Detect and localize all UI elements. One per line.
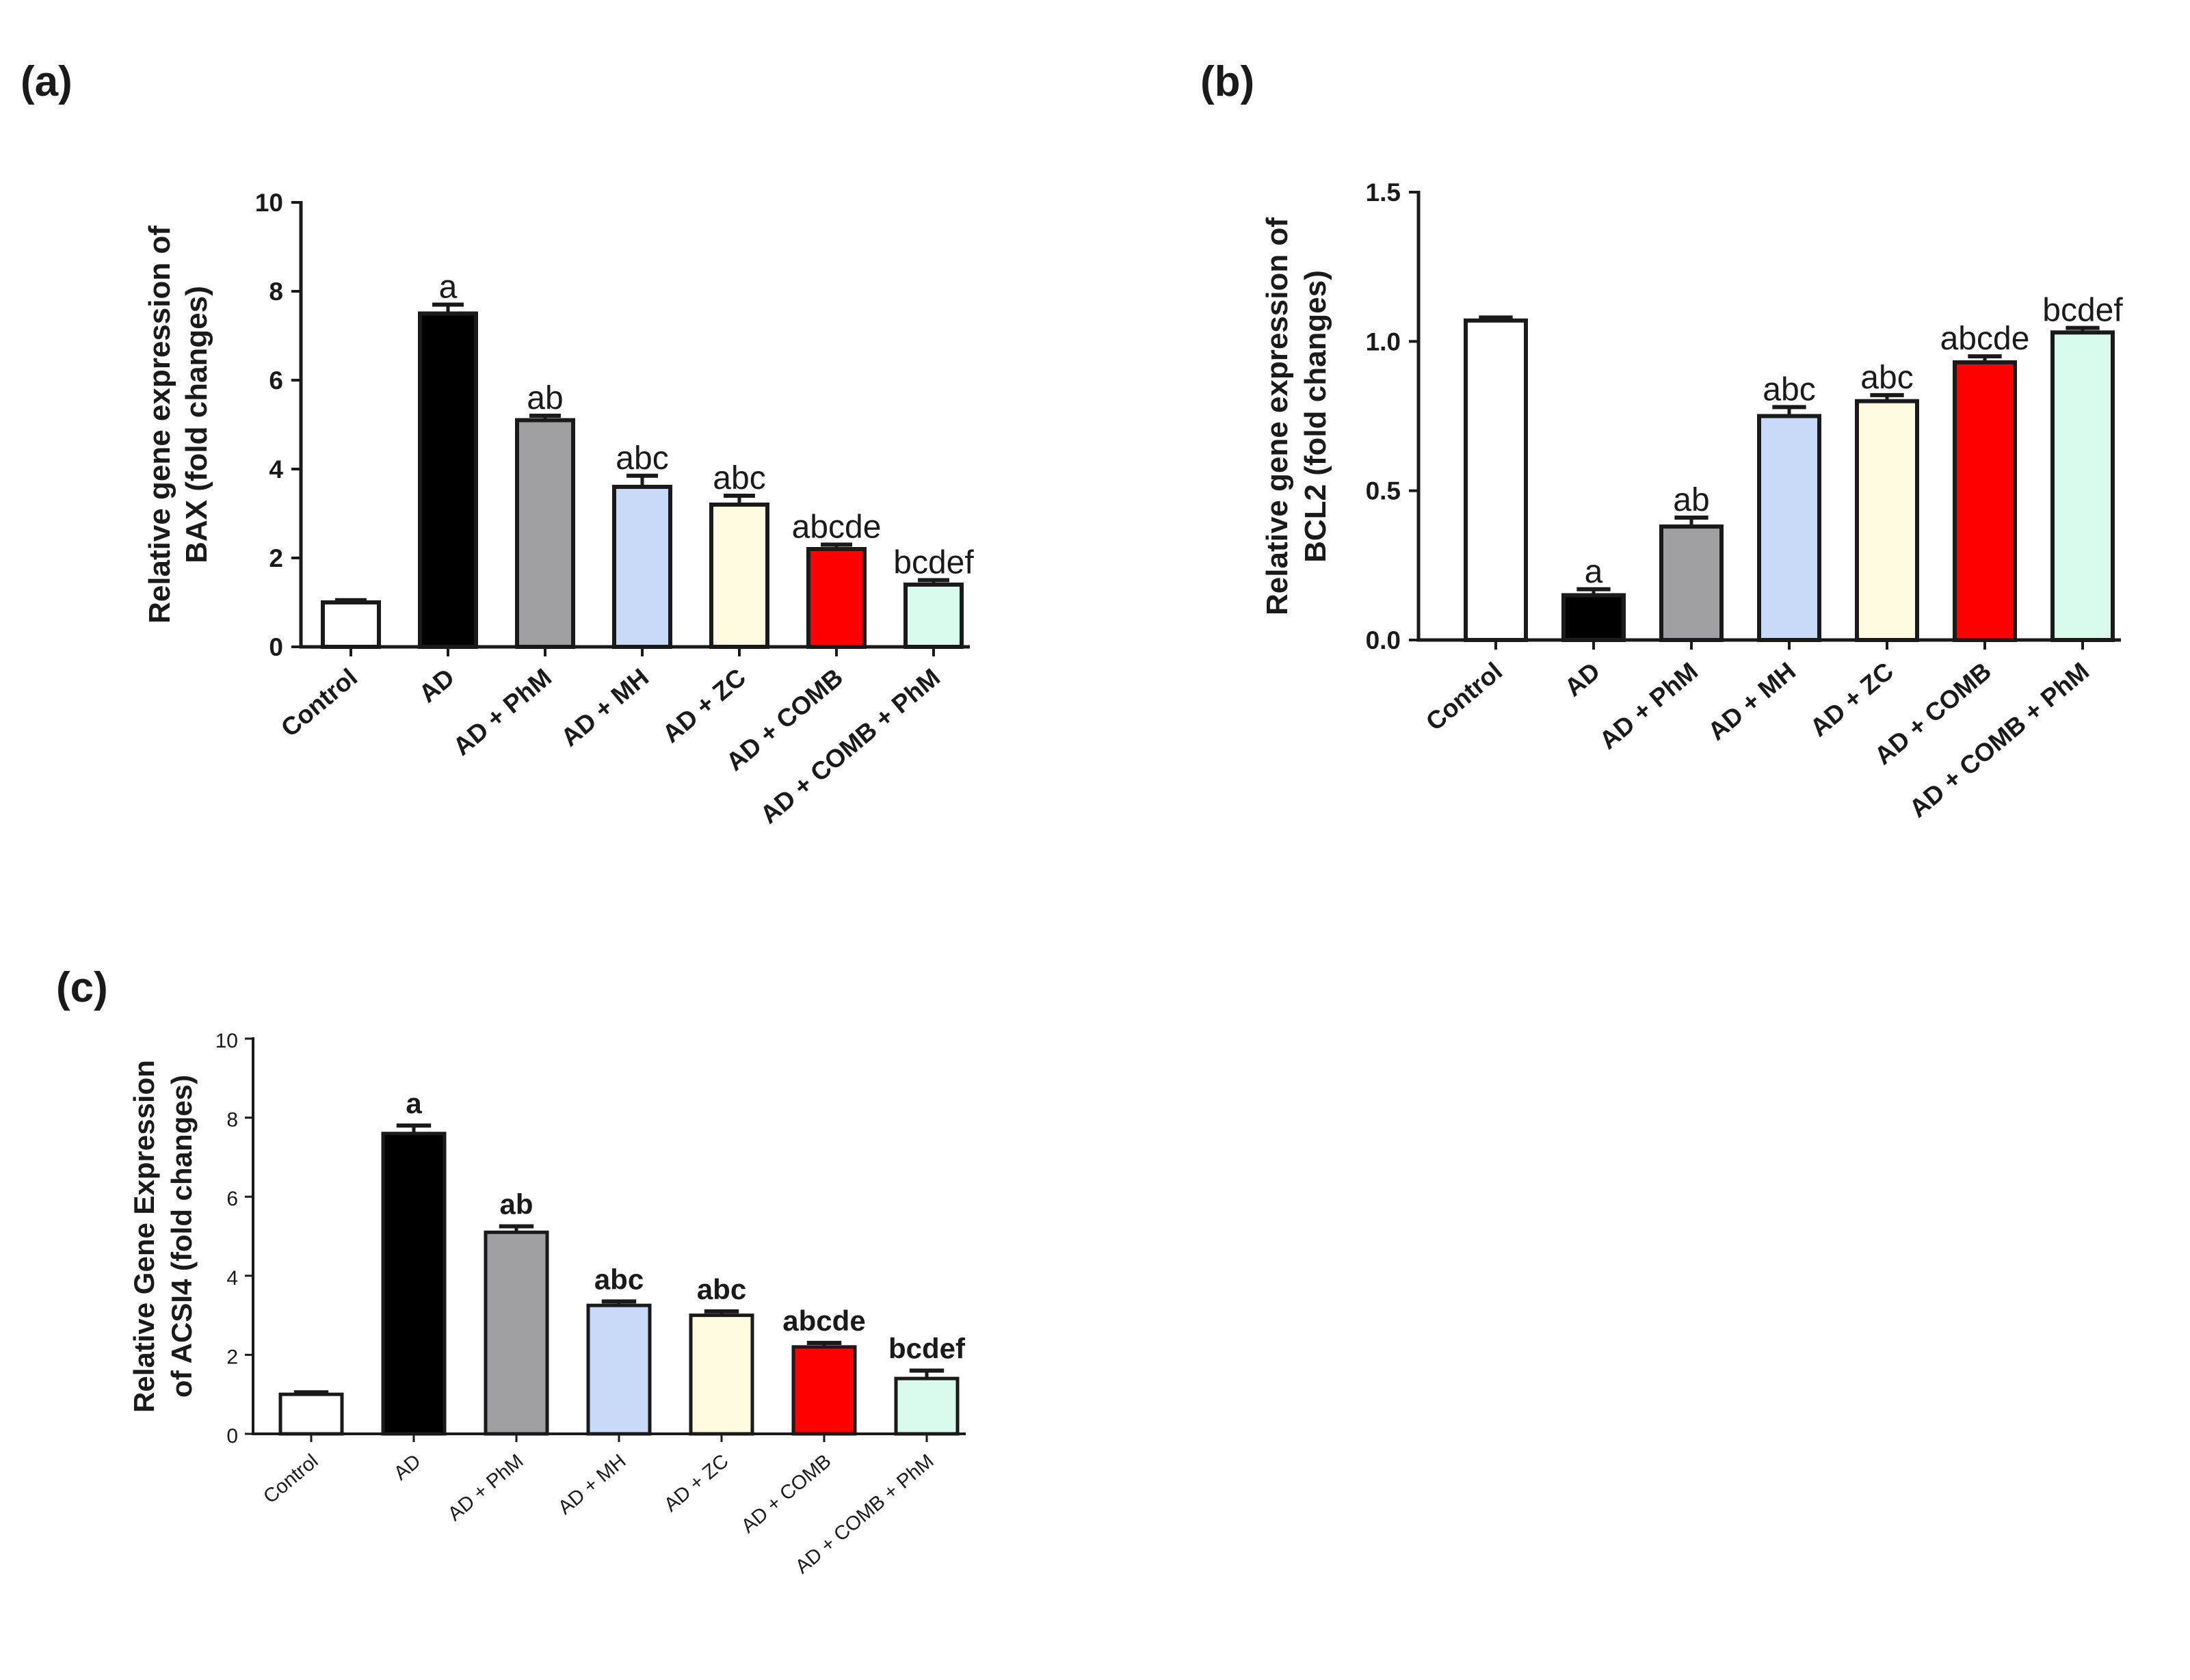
panel-c-y-tick-label: 10 — [215, 1030, 238, 1052]
panel-a-y-tick-label: 10 — [255, 189, 283, 217]
panel-b-bar-1 — [1561, 593, 1626, 642]
panel-c-bar-2 — [484, 1230, 549, 1436]
panel-c-bar-0 — [278, 1392, 344, 1436]
panel-a-y-tick-label: 6 — [269, 366, 283, 395]
panel-b-significance-label: bcdef — [2042, 293, 2123, 329]
panel-b-y-tick-label: 0.0 — [1366, 626, 1401, 654]
panel-a-significance-label: a — [439, 269, 458, 306]
panel-b-y-axis-title-line2: BCL2 (fold changes) — [1299, 270, 1332, 563]
panel-a-bar-2 — [515, 418, 575, 649]
panel-c-y-axis-title-line1: Relative Gene Expression — [128, 1060, 160, 1413]
panel-a-bar-4 — [709, 503, 769, 649]
panel-a-bar-5 — [806, 547, 867, 649]
panel-c-y-tick-label: 0 — [226, 1425, 238, 1448]
panel-a-bar-0 — [321, 600, 381, 649]
panel-a-significance-label: bcdef — [893, 545, 974, 581]
panel-b-bar-4 — [1855, 399, 1919, 643]
panel-c-bar-4 — [689, 1314, 754, 1436]
panel-b-bar-2 — [1659, 524, 1724, 642]
panel-b-y-axis-title-line1: Relative gene expression of — [1261, 217, 1294, 615]
panel-b-significance-label: abc — [1860, 360, 1913, 396]
panel-a-bar-1 — [418, 311, 478, 649]
panel-c-y-axis-title-line2: of ACSI4 (fold changes) — [166, 1075, 198, 1398]
panel-c-significance-label: a — [406, 1087, 422, 1119]
panel-b-bar-3 — [1757, 414, 1821, 642]
panel-a-y-tick-label: 8 — [269, 278, 283, 306]
panel-a-y-tick-label: 0 — [269, 633, 283, 661]
panel-a-y-axis-title-line2: BAX (fold changes) — [180, 286, 213, 563]
panel-c-significance-label: bcdef — [888, 1333, 966, 1365]
panel-b-bar-0 — [1464, 318, 1528, 642]
panel-a-label: (a) — [21, 58, 72, 105]
panel-b-y-tick-label: 1.0 — [1366, 328, 1401, 356]
panel-c-bar-3 — [586, 1303, 652, 1436]
panel-c-bar-5 — [791, 1345, 857, 1436]
panel-b-significance-label: ab — [1673, 482, 1709, 518]
panel-a-bar-6 — [903, 583, 964, 649]
panel-b-label: (b) — [1200, 58, 1254, 105]
panel-a-bar-3 — [612, 485, 672, 649]
panel-b-significance-label: a — [1585, 554, 1603, 590]
panel-a-y-axis-title-line1: Relative gene expression of — [143, 226, 176, 624]
panel-c-bar-6 — [894, 1376, 960, 1436]
panel-b-significance-label: abc — [1763, 371, 1815, 408]
panel-c-significance-label: abc — [697, 1273, 746, 1305]
panel-a-significance-label: ab — [527, 380, 563, 416]
panel-a-significance-label: abcde — [792, 509, 882, 546]
panel-c-y-tick-label: 2 — [226, 1346, 238, 1368]
panel-b-bar-6 — [2050, 330, 2115, 642]
panel-a-significance-label: abc — [616, 440, 668, 477]
panel-b-bar-5 — [1953, 360, 2017, 643]
panel-a-y-tick-label: 4 — [269, 455, 283, 483]
panel-c-y-tick-label: 6 — [226, 1188, 238, 1210]
panel-c-y-tick-label: 4 — [226, 1267, 238, 1290]
panel-a-y-tick-label: 2 — [269, 544, 283, 572]
panel-c-label: (c) — [56, 964, 108, 1011]
panel-c-acsl4-chart: (c) Relative Gene Expression of ACSI4 (fol… — [56, 964, 966, 1578]
panel-b-y-tick-label: 1.5 — [1366, 178, 1401, 206]
panel-c-significance-label: abc — [594, 1263, 644, 1295]
panel-c-y-tick-label: 8 — [226, 1109, 238, 1132]
panel-b-y-tick-label: 0.5 — [1366, 477, 1401, 505]
panel-c-significance-label: abcde — [782, 1305, 865, 1337]
panel-b-significance-label: abcde — [1940, 321, 2030, 357]
panel-c-significance-label: ab — [499, 1188, 533, 1221]
panel-a-significance-label: abc — [713, 460, 765, 496]
panel-c-bar-1 — [381, 1132, 447, 1436]
